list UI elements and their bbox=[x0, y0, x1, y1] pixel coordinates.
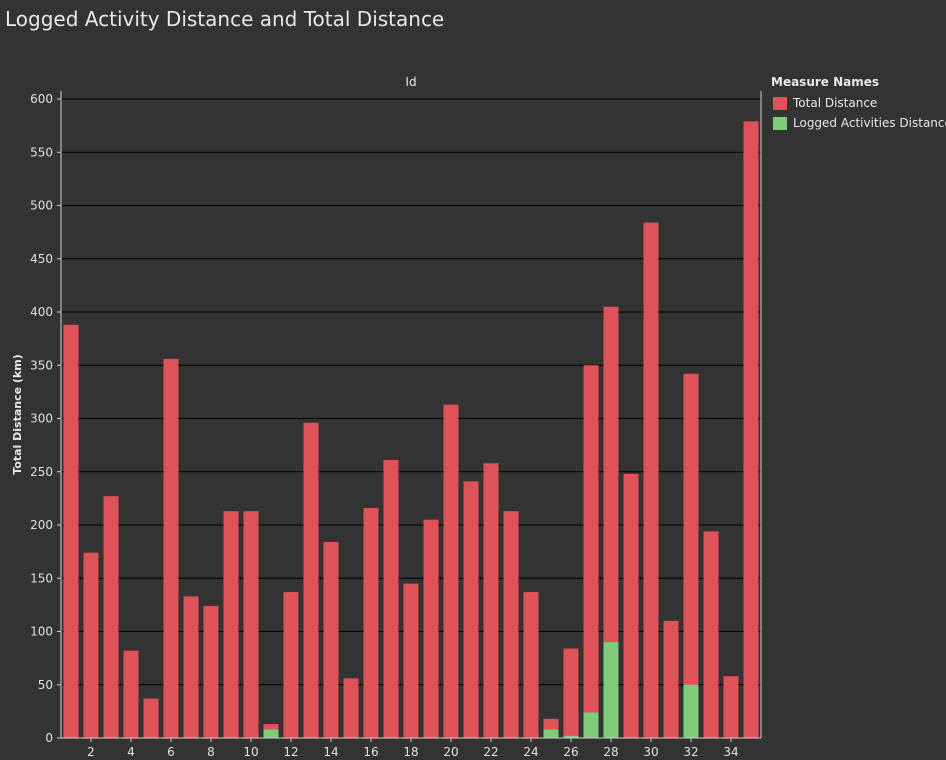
bar-total-distance-34[interactable] bbox=[723, 676, 739, 738]
bar-total-distance-4[interactable] bbox=[123, 650, 139, 738]
x-tick-label-34: 34 bbox=[723, 745, 738, 759]
bar-total-distance-9[interactable] bbox=[223, 511, 239, 738]
bar-total-distance-1[interactable] bbox=[63, 324, 79, 738]
bar-total-distance-17[interactable] bbox=[383, 460, 399, 738]
y-tick-label-350: 350 bbox=[30, 358, 53, 372]
legend-label-total-distance: Total Distance bbox=[793, 96, 878, 110]
y-tick-label-500: 500 bbox=[30, 199, 53, 213]
y-axis-title: Total Distance (km) bbox=[11, 354, 24, 474]
x-tick-label-10: 10 bbox=[243, 745, 258, 759]
column-header: Id bbox=[405, 75, 416, 89]
legend-swatch-logged-activities-distance bbox=[773, 116, 787, 130]
chart-title: Logged Activity Distance and Total Dista… bbox=[5, 7, 445, 31]
legend-title: Measure Names bbox=[771, 75, 880, 89]
bar-total-distance-2[interactable] bbox=[83, 552, 99, 738]
bar-total-distance-16[interactable] bbox=[363, 507, 379, 738]
bar-total-distance-22[interactable] bbox=[483, 463, 499, 738]
legend-swatch-total-distance bbox=[773, 96, 787, 110]
bar-logged-activities-distance-11[interactable] bbox=[263, 729, 279, 738]
bar-logged-activities-distance-28[interactable] bbox=[603, 642, 619, 738]
x-tick-label-28: 28 bbox=[603, 745, 618, 759]
bar-total-distance-20[interactable] bbox=[443, 404, 459, 738]
y-tick-label-450: 450 bbox=[30, 252, 53, 266]
bar-total-distance-6[interactable] bbox=[163, 358, 179, 738]
bar-total-distance-32[interactable] bbox=[683, 373, 699, 738]
y-tick-label-0: 0 bbox=[45, 731, 53, 745]
bar-total-distance-7[interactable] bbox=[183, 596, 199, 738]
x-tick-label-24: 24 bbox=[523, 745, 538, 759]
y-tick-label-600: 600 bbox=[30, 92, 53, 106]
x-tick-label-30: 30 bbox=[643, 745, 658, 759]
bar-logged-activities-distance-26[interactable] bbox=[563, 735, 579, 738]
bar-total-distance-3[interactable] bbox=[103, 496, 119, 738]
bar-total-distance-35[interactable] bbox=[743, 121, 759, 739]
bar-total-distance-13[interactable] bbox=[303, 422, 319, 738]
bar-logged-activities-distance-25[interactable] bbox=[543, 729, 559, 738]
legend-item-logged-activities-distance[interactable]: Logged Activities Distance bbox=[771, 113, 946, 133]
bar-logged-activities-distance-27[interactable] bbox=[583, 712, 599, 738]
bar-total-distance-8[interactable] bbox=[203, 605, 219, 738]
bar-total-distance-30[interactable] bbox=[643, 222, 659, 739]
x-tick-label-4: 4 bbox=[127, 745, 135, 759]
bar-total-distance-10[interactable] bbox=[243, 511, 259, 738]
y-tick-label-300: 300 bbox=[30, 412, 53, 426]
x-tick-label-32: 32 bbox=[683, 745, 698, 759]
bar-total-distance-19[interactable] bbox=[423, 519, 439, 738]
x-tick-label-18: 18 bbox=[403, 745, 418, 759]
x-tick-label-22: 22 bbox=[483, 745, 498, 759]
y-tick-label-50: 50 bbox=[38, 678, 53, 692]
bar-total-distance-18[interactable] bbox=[403, 583, 419, 738]
bar-total-distance-12[interactable] bbox=[283, 592, 299, 738]
x-tick-label-2: 2 bbox=[87, 745, 95, 759]
x-tick-label-6: 6 bbox=[167, 745, 175, 759]
bar-logged-activities-distance-32[interactable] bbox=[683, 684, 699, 738]
x-tick-label-8: 8 bbox=[207, 745, 215, 759]
bar-total-distance-14[interactable] bbox=[323, 542, 339, 738]
bar-total-distance-23[interactable] bbox=[503, 511, 519, 738]
bar-total-distance-24[interactable] bbox=[523, 592, 539, 738]
y-tick-label-550: 550 bbox=[30, 145, 53, 159]
legend-item-total-distance[interactable]: Total Distance bbox=[771, 93, 946, 113]
bar-total-distance-29[interactable] bbox=[623, 473, 639, 738]
bar-total-distance-28[interactable] bbox=[603, 306, 619, 738]
bar-total-distance-5[interactable] bbox=[143, 698, 159, 738]
bar-total-distance-26[interactable] bbox=[563, 648, 579, 738]
x-tick-label-26: 26 bbox=[563, 745, 578, 759]
y-tick-label-200: 200 bbox=[30, 518, 53, 532]
bar-total-distance-31[interactable] bbox=[663, 620, 679, 738]
y-tick-label-150: 150 bbox=[30, 571, 53, 585]
x-tick-label-14: 14 bbox=[323, 745, 338, 759]
y-tick-label-250: 250 bbox=[30, 465, 53, 479]
bar-total-distance-15[interactable] bbox=[343, 678, 359, 738]
y-tick-label-400: 400 bbox=[30, 305, 53, 319]
x-tick-label-12: 12 bbox=[283, 745, 298, 759]
legend: Measure Names Total Distance Logged Acti… bbox=[771, 75, 946, 133]
legend-label-logged-activities-distance: Logged Activities Distance bbox=[793, 116, 946, 130]
bar-total-distance-27[interactable] bbox=[583, 365, 599, 738]
bar-total-distance-33[interactable] bbox=[703, 531, 719, 738]
x-tick-label-16: 16 bbox=[363, 745, 378, 759]
bar-total-distance-21[interactable] bbox=[463, 481, 479, 738]
y-tick-label-100: 100 bbox=[30, 625, 53, 639]
x-tick-label-20: 20 bbox=[443, 745, 458, 759]
